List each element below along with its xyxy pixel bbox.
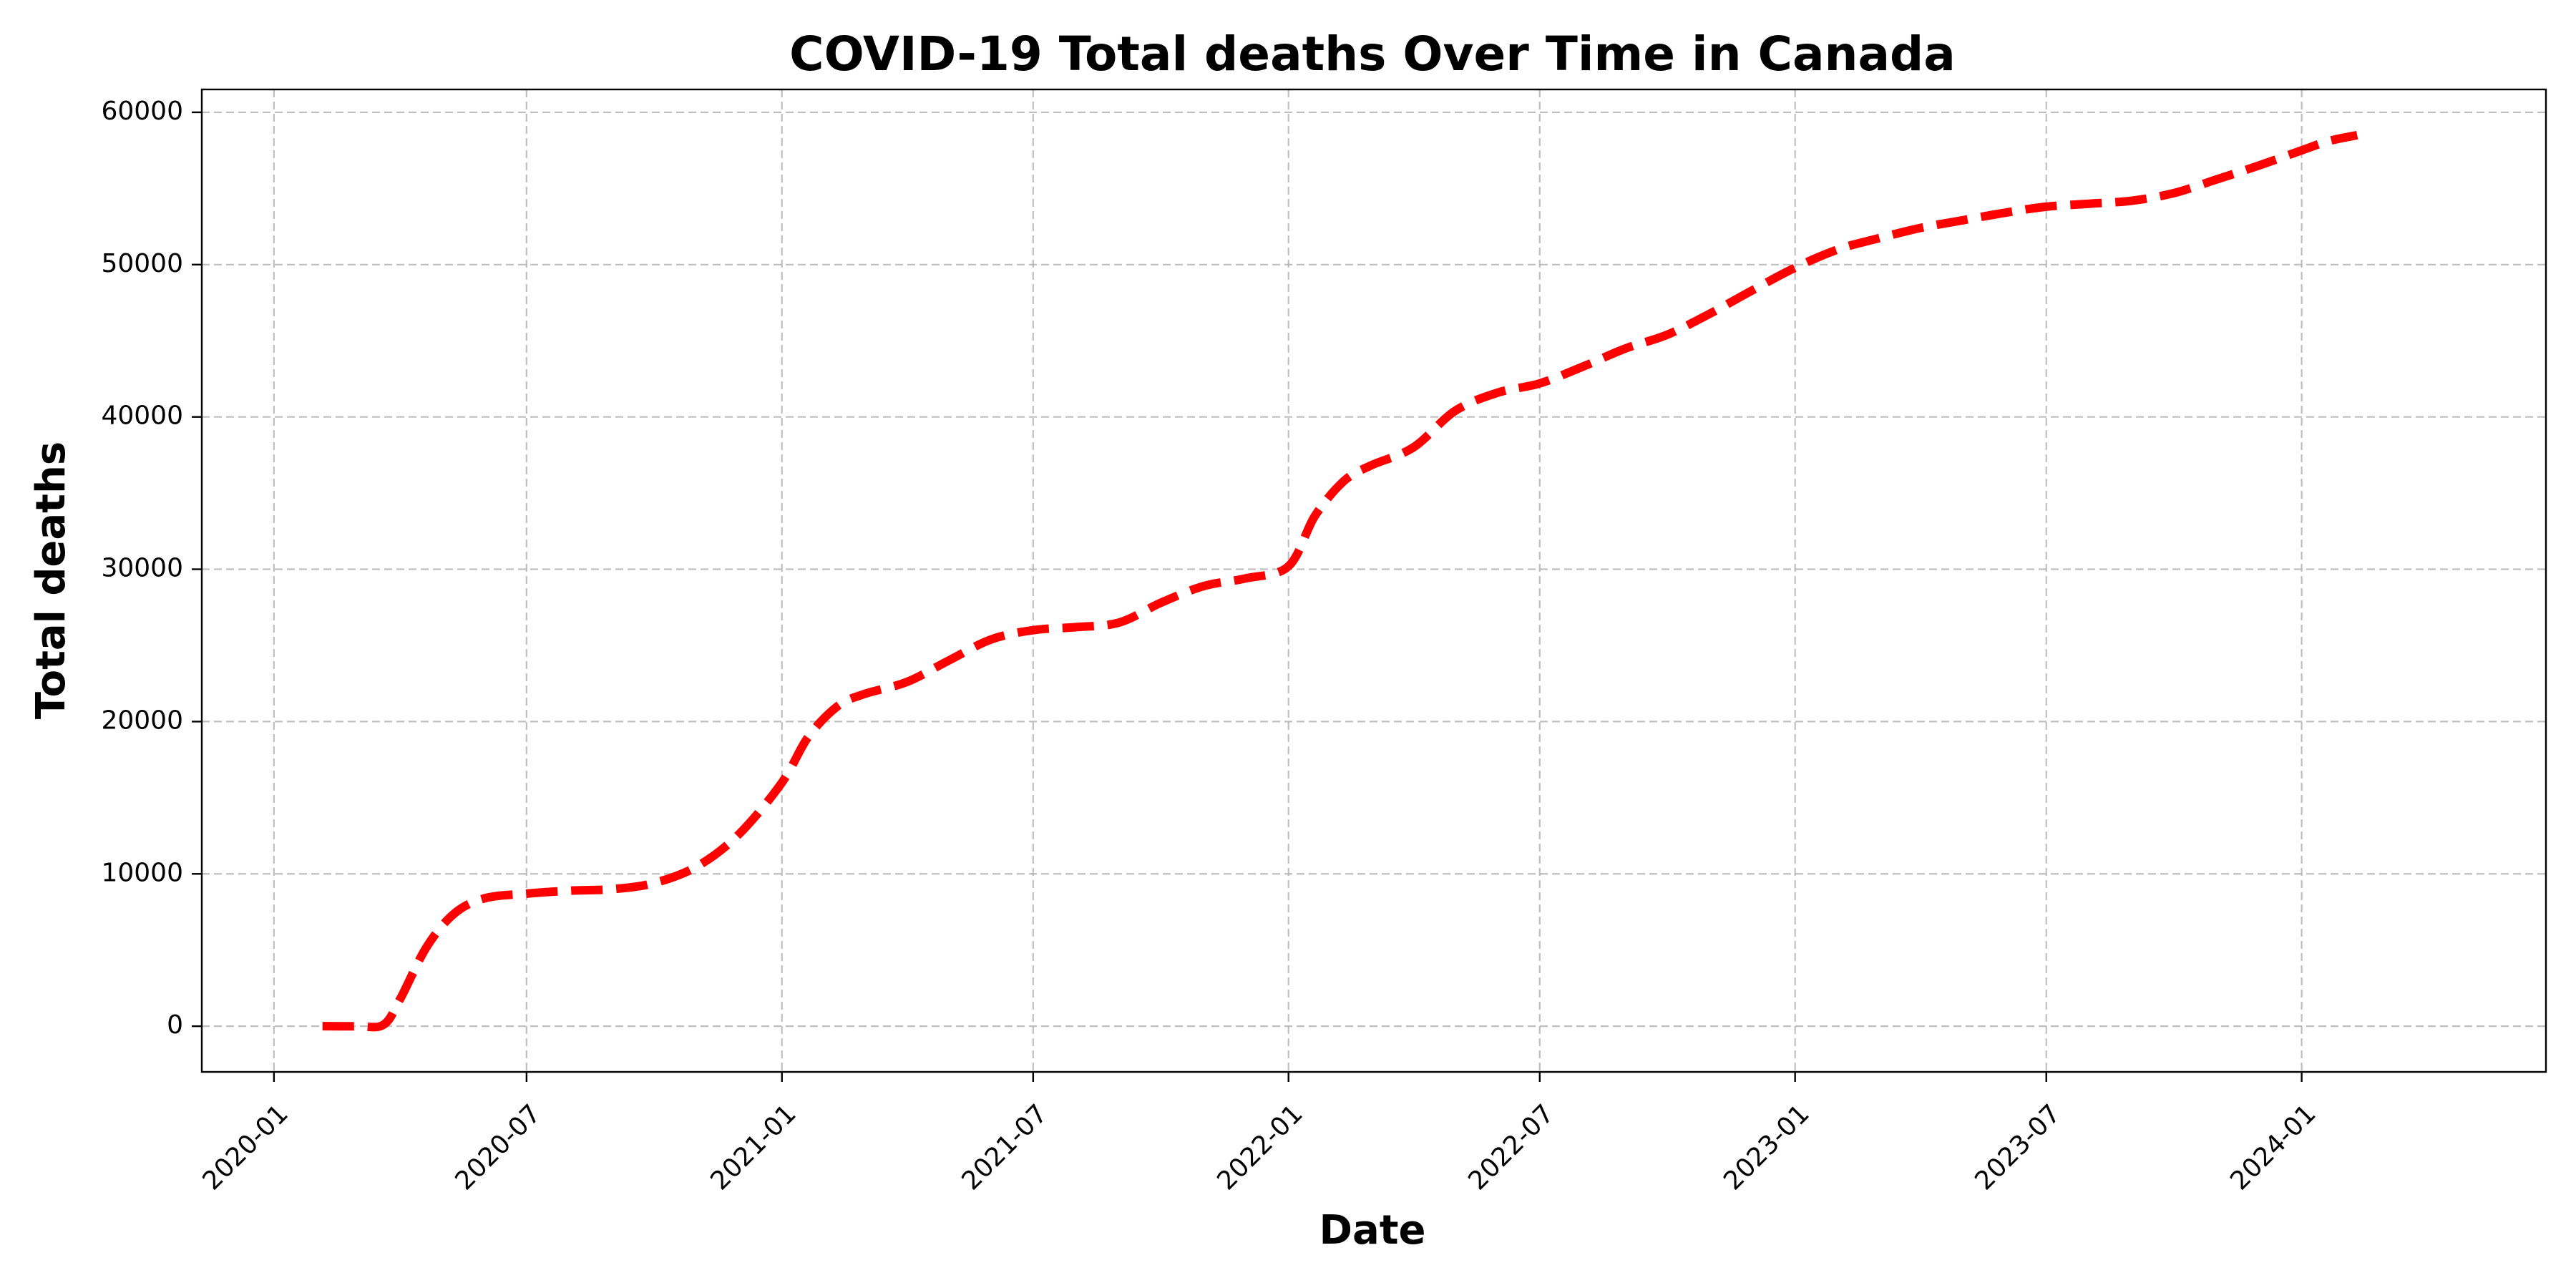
plot-frame xyxy=(200,88,2547,1073)
x-tick-label: 2022-07 xyxy=(1463,1099,1559,1196)
series-line-total-deaths xyxy=(322,131,2358,1032)
y-tick-label: 20000 xyxy=(101,706,183,735)
y-axis: 0 10000 20000 30000 40000 50000 60000 xyxy=(101,97,202,1040)
y-tick-label: 30000 xyxy=(101,554,183,583)
x-tick-label: 2022-01 xyxy=(1211,1099,1308,1196)
y-tick-label: 0 xyxy=(167,1010,183,1040)
x-tick-label: 2024-01 xyxy=(2225,1099,2321,1196)
x-tick-label: 2023-01 xyxy=(1718,1099,1815,1196)
x-axis-title: Date xyxy=(1319,1207,1425,1254)
chart-title: COVID-19 Total deaths Over Time in Canad… xyxy=(789,26,1956,82)
plot-series xyxy=(322,131,2358,1032)
x-tick-label: 2021-07 xyxy=(956,1099,1053,1196)
x-tick-label: 2020-07 xyxy=(449,1099,546,1196)
grid xyxy=(202,89,2546,1072)
y-tick-label: 60000 xyxy=(101,97,183,126)
y-tick-label: 10000 xyxy=(101,858,183,887)
x-tick-label: 2023-07 xyxy=(1969,1099,2066,1196)
y-tick-label: 50000 xyxy=(101,249,183,278)
x-tick-label: 2020-01 xyxy=(197,1099,293,1196)
y-axis-title: Total deaths xyxy=(28,441,74,719)
x-tick-label: 2021-01 xyxy=(705,1099,801,1196)
y-tick-label: 40000 xyxy=(101,401,183,431)
x-axis: 2020-01 2020-07 2021-01 2021-07 2022-01 2022-… xyxy=(197,1072,2322,1196)
